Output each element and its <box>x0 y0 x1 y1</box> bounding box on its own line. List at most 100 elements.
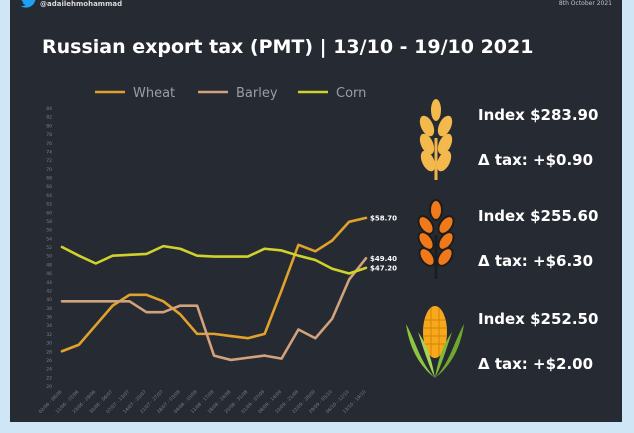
data-point-wheat <box>263 333 266 335</box>
data-point-wheat <box>145 293 148 296</box>
y-tick-label: 34 <box>46 323 52 329</box>
data-point-barley <box>162 311 165 313</box>
data-point-barley <box>348 278 350 281</box>
y-tick-label: 58 <box>46 219 52 225</box>
data-point-corn <box>94 262 97 265</box>
data-point-wheat <box>246 337 249 340</box>
end-value-label-corn: $47.20 <box>370 264 397 272</box>
y-tick-label: 80 <box>46 123 52 129</box>
y-tick-label: 84 <box>46 106 52 112</box>
y-tick-label: 26 <box>46 358 52 364</box>
data-point-corn <box>213 255 215 258</box>
y-tick-label: 44 <box>46 280 52 286</box>
data-point-corn <box>297 254 300 257</box>
y-tick-label: 36 <box>46 315 52 321</box>
data-point-corn <box>179 247 182 250</box>
y-tick-label: 82 <box>46 115 52 121</box>
data-point-wheat <box>61 350 63 353</box>
y-tick-label: 64 <box>46 193 52 199</box>
data-point-corn <box>280 249 283 252</box>
y-tick-label: 52 <box>46 245 52 251</box>
data-point-wheat <box>280 289 283 292</box>
line-chart: 20 22 24 26 28 30 32 34 36 38 40 42 44 46 48 50 52 54 56 58… <box>38 86 397 415</box>
y-tick-label: 54 <box>46 236 52 242</box>
data-point-wheat <box>230 335 232 337</box>
data-point-barley <box>297 328 300 331</box>
y-tick-label: 60 <box>46 210 52 216</box>
page-title: Russian export tax (PMT) | 13/10 - 19/10… <box>42 36 534 58</box>
y-tick-label: 68 <box>46 176 52 182</box>
data-point-corn <box>162 245 165 247</box>
y-tick-label: 62 <box>46 202 52 208</box>
corn-index: Index $252.50 <box>478 310 599 328</box>
data-point-wheat <box>128 293 131 296</box>
y-tick-label: 72 <box>46 158 52 164</box>
data-point-barley <box>196 304 198 307</box>
data-point-corn <box>128 254 131 256</box>
data-point-corn <box>314 259 317 261</box>
data-point-barley <box>145 311 148 313</box>
data-point-corn <box>263 247 266 250</box>
y-tick-label: 78 <box>46 132 52 138</box>
data-point-corn <box>230 255 232 258</box>
data-point-wheat <box>162 300 165 303</box>
y-tick-label: 30 <box>46 341 52 347</box>
data-point-wheat <box>331 239 334 242</box>
data-point-barley <box>365 257 367 260</box>
corn-icon <box>406 306 464 378</box>
wheat-tax-change: Δ tax: +$0.90 <box>478 151 594 169</box>
data-point-barley <box>94 300 97 303</box>
data-point-barley <box>314 337 317 340</box>
wheat-index: Index $283.90 <box>478 106 599 124</box>
data-point-barley <box>246 356 249 359</box>
data-point-barley <box>179 304 182 307</box>
corn-tax-change: Δ tax: +$2.00 <box>478 355 594 373</box>
legend-label-wheat: Wheat <box>133 86 175 101</box>
data-point-corn <box>145 253 148 255</box>
data-point-barley <box>280 357 283 360</box>
data-point-wheat <box>365 217 367 219</box>
data-point-barley <box>78 300 80 303</box>
data-point-corn <box>78 254 80 257</box>
y-tick-label: 24 <box>46 367 52 373</box>
y-tick-label: 40 <box>46 297 52 303</box>
author-handle: @adailehmohammad <box>40 0 123 8</box>
data-point-corn <box>246 255 249 258</box>
data-point-wheat <box>111 304 114 307</box>
data-point-barley <box>230 359 232 361</box>
barley-icon <box>417 199 455 279</box>
data-point-wheat <box>179 313 182 316</box>
y-tick-label: 74 <box>46 149 52 155</box>
data-point-wheat <box>213 333 215 335</box>
data-point-corn <box>331 267 334 270</box>
y-tick-label: 56 <box>46 228 52 234</box>
data-point-barley <box>263 354 266 357</box>
data-point-barley <box>331 317 334 320</box>
y-tick-label: 70 <box>46 167 52 173</box>
y-tick-label: 76 <box>46 141 52 147</box>
legend-label-barley: Barley <box>236 86 278 101</box>
barley-tax-change: Δ tax: +$6.30 <box>478 252 594 270</box>
y-tick-label: 46 <box>46 271 52 277</box>
data-point-wheat <box>314 250 317 253</box>
legend-label-corn: Corn <box>336 86 366 101</box>
data-point-corn <box>111 254 114 257</box>
y-tick-label: 32 <box>46 332 52 338</box>
y-tick-label: 66 <box>46 184 52 190</box>
infographic-panel: @adailehmohammad 8th October 2021 Russia… <box>10 0 622 422</box>
end-value-label-wheat: $58.70 <box>370 214 397 222</box>
y-tick-label: 42 <box>46 288 52 294</box>
data-point-corn <box>348 272 350 275</box>
twitter-icon <box>20 0 36 8</box>
data-point-corn <box>196 254 198 257</box>
wheat-icon <box>419 99 453 180</box>
data-point-barley <box>61 300 63 303</box>
data-point-barley <box>128 300 131 303</box>
data-point-wheat <box>297 244 300 246</box>
data-point-wheat <box>78 343 80 346</box>
y-tick-label: 22 <box>46 375 52 381</box>
y-tick-label: 48 <box>46 262 52 268</box>
data-point-barley <box>213 354 215 357</box>
series-line-corn <box>60 244 368 275</box>
publish-date: 8th October 2021 <box>558 0 612 7</box>
